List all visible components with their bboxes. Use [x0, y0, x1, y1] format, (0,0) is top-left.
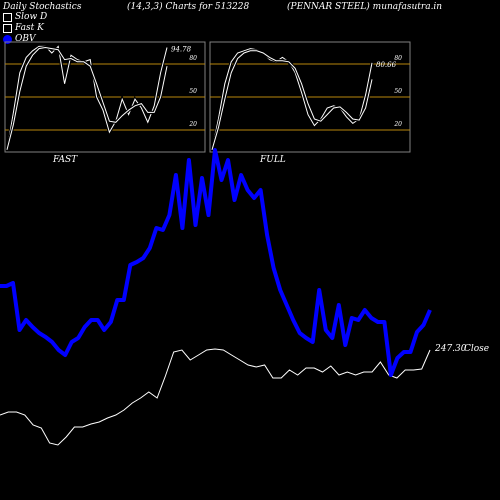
full-tick-label: 50: [394, 88, 402, 95]
chart-parameters: (14,3,3) Charts for 513228: [127, 2, 250, 12]
fast-tick-label: 20: [188, 121, 197, 128]
full-stochastic-panel: 80 50 20 80.66 FULL: [209, 41, 411, 165]
fast-tick-label: 50: [189, 88, 197, 95]
fast-panel-title: FAST: [52, 155, 78, 165]
full-last-value-label: 80.66: [376, 61, 397, 69]
chart-title: Daily Stochastics: [3, 2, 82, 12]
fast-tick-label: 80: [189, 55, 197, 62]
legend-label-slow-d: Slow D: [15, 12, 48, 22]
fast-last-value-label: 94.78: [171, 46, 192, 54]
full-panel-title: FULL: [259, 155, 286, 165]
fast-k-swatch-icon: [3, 23, 12, 33]
stock-source: (PENNAR STEEL) munafasutra.in: [287, 2, 443, 12]
fast-series-line-1: [6, 46, 168, 150]
fast-series-line-0: [6, 45, 168, 150]
legend-item-obv: OBV: [3, 34, 36, 44]
fast-series-outline-0: [5, 43, 169, 151]
obv-line: [0, 148, 432, 377]
fast-stochastic-panel: 80 50 20 94.78 FAST: [4, 41, 206, 165]
legend-item-slow-d: Slow D: [3, 12, 47, 22]
close-word-label: Close: [464, 344, 489, 354]
close-value-label: 247.30: [434, 344, 467, 354]
legend-label-obv: OBV: [15, 34, 36, 44]
slow-d-swatch-icon: [3, 12, 12, 22]
full-tick-label: 80: [394, 55, 402, 62]
full-tick-label: 20: [393, 121, 402, 128]
fast-series-outline-1: [5, 45, 169, 151]
legend-item-fast-k: Fast K: [3, 23, 44, 33]
close-price-line: [0, 348, 431, 446]
obv-swatch-icon: [3, 34, 12, 44]
legend-label-fast-k: Fast K: [15, 23, 44, 33]
full-series-line-1: [211, 50, 373, 150]
